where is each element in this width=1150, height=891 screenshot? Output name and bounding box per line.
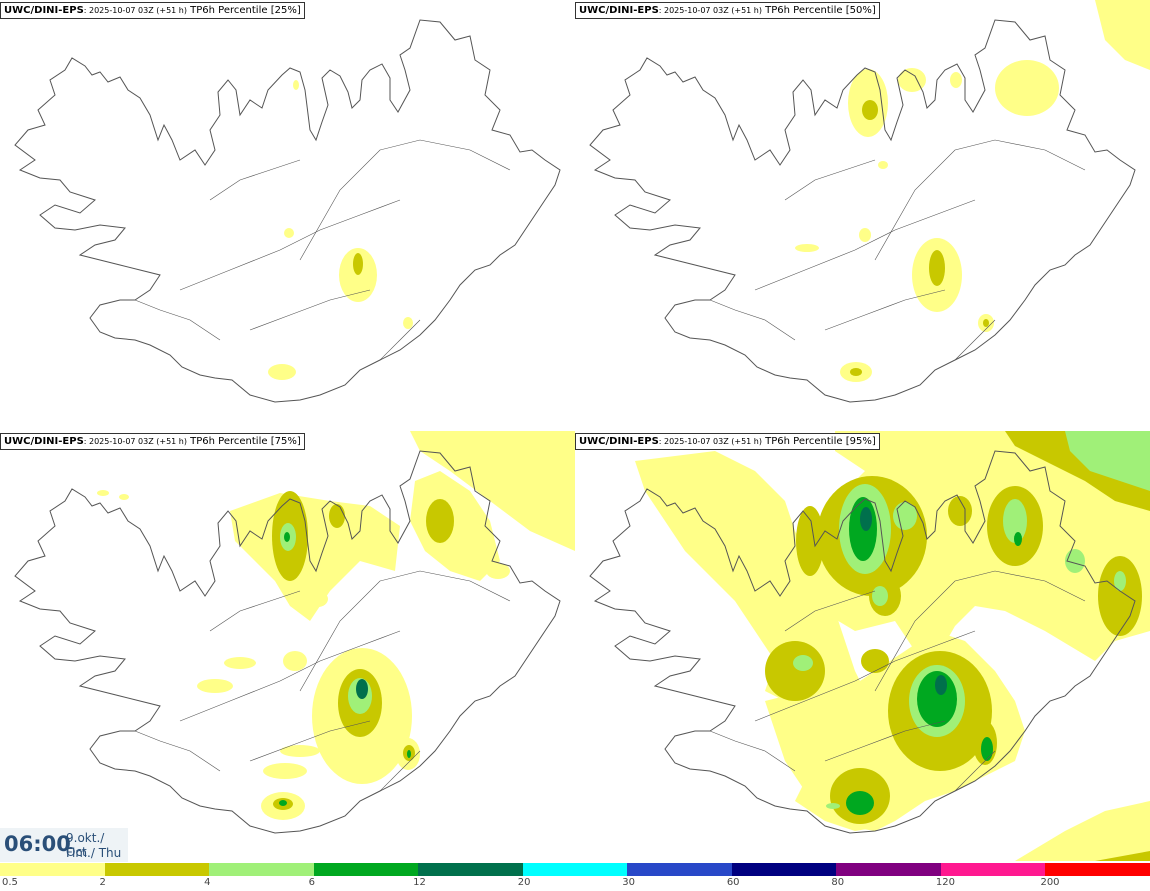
road-line (824, 289, 946, 331)
road-line (954, 750, 996, 792)
road-line (179, 630, 401, 722)
panel-title: UWC/DINI-EPS: 2025-10-07 03Z (+51 h) TP6… (0, 2, 305, 19)
road-line (824, 720, 946, 762)
road-line (379, 319, 421, 361)
iceland-coastline (14, 19, 561, 403)
road-line (249, 289, 371, 331)
color-legend: 0.5 2 4 6 12 20 30 60 80 120 200 (0, 862, 1150, 891)
legend-color-6 (627, 863, 732, 876)
iceland-coastline (589, 450, 1136, 834)
valid-date: 9.okt./ Oct (66, 831, 105, 859)
road-line (134, 730, 221, 772)
coastline-path (589, 450, 1136, 834)
precip-map-p25 (14, 19, 561, 403)
map-panel-p95: UWC/DINI-EPS: 2025-10-07 03Z (+51 h) TP6… (575, 431, 1150, 861)
legend-tick-label: 60 (726, 877, 740, 888)
road-line (709, 299, 796, 341)
road-line (874, 139, 1086, 261)
precip-areas (268, 80, 413, 380)
coastline-path (14, 19, 561, 403)
legend-tick-label: 4 (204, 877, 211, 888)
road-line (209, 590, 301, 632)
road-line (874, 570, 1086, 692)
road-line (209, 159, 301, 201)
road-line (299, 570, 511, 692)
map-panel-p50: UWC/DINI-EPS: 2025-10-07 03Z (+51 h) TP6… (575, 0, 1150, 430)
panel-title: UWC/DINI-EPS: 2025-10-07 03Z (+51 h) TP6… (575, 433, 880, 450)
iceland-coastline (589, 19, 1136, 403)
road-line (379, 750, 421, 792)
road-line (134, 299, 221, 341)
legend-color-9 (940, 863, 1046, 876)
panel-title: UWC/DINI-EPS: 2025-10-07 03Z (+51 h) TP6… (575, 2, 880, 19)
legend-tick-label: 6 (308, 877, 315, 888)
legend-tick-label: 30 (622, 877, 635, 888)
legend-tick-label: 20 (517, 877, 531, 888)
legend-tick-label: 80 (831, 877, 845, 888)
precip-map-p75 (14, 431, 575, 834)
legend-tick-label: 120 (935, 877, 955, 888)
legend-color-0 (0, 863, 105, 876)
precip-areas (635, 431, 1150, 861)
valid-weekday: Fim./ Thu (66, 846, 122, 860)
legend-color-5 (522, 863, 628, 876)
legend-tick-label: 2 (99, 877, 106, 888)
legend-color-10 (1045, 863, 1150, 876)
road-line (179, 199, 401, 291)
map-panel-p25: UWC/DINI-EPS: 2025-10-07 03Z (+51 h) TP6… (0, 0, 575, 430)
valid-time-box: 06:00 9.okt./ Oct Fim./ Thu (0, 828, 128, 862)
precip-areas (97, 431, 575, 820)
road-line (784, 590, 876, 632)
valid-time: 06:00 (4, 832, 71, 856)
legend-tick-label: 12 (413, 877, 426, 888)
legend-tick-label: 0.5 (2, 877, 18, 888)
road-line (754, 199, 976, 291)
road-line (249, 720, 371, 762)
precip-areas (795, 0, 1150, 382)
legend-color-2 (209, 863, 314, 876)
precip-map-p95 (589, 431, 1150, 861)
legend-tick-label: 200 (1040, 877, 1060, 888)
road-line (709, 730, 796, 772)
legend-color-7 (731, 863, 837, 876)
map-panel-p75: UWC/DINI-EPS: 2025-10-07 03Z (+51 h) TP6… (0, 431, 575, 861)
road-line (754, 630, 976, 722)
road-line (954, 319, 996, 361)
precip-map-p50 (589, 0, 1150, 403)
legend-color-8 (836, 863, 941, 876)
road-line (299, 139, 511, 261)
legend-color-3 (313, 863, 419, 876)
coastline-path (589, 19, 1136, 403)
road-line (784, 159, 876, 201)
coastline-path (14, 450, 561, 834)
legend-color-4 (418, 863, 523, 876)
iceland-coastline (14, 450, 561, 834)
panel-title: UWC/DINI-EPS: 2025-10-07 03Z (+51 h) TP6… (0, 433, 305, 450)
legend-color-1 (104, 863, 210, 876)
